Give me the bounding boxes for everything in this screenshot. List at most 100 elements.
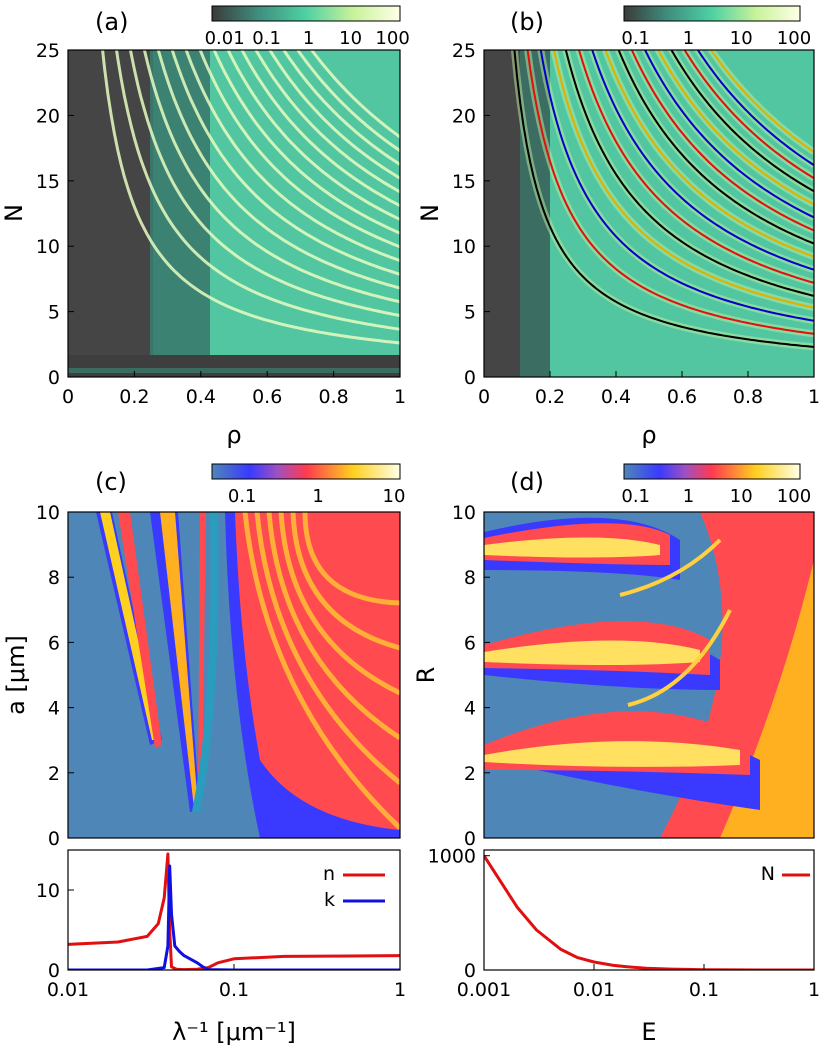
legend-k-label: k (324, 889, 335, 911)
panel-a-resonance-curve (156, 50, 400, 290)
panel-a-ytick-label: 15 (36, 171, 60, 193)
panel-a-xtick-label: 0 (62, 386, 74, 408)
panel-b-label: (b) (510, 8, 544, 36)
panel-a-resonance-curve (198, 50, 400, 249)
panel-c-sub-xtick-label: 0.01 (47, 979, 89, 1001)
panel-b-xtick-label: 0.4 (601, 386, 631, 408)
panel-a-label: (a) (95, 8, 128, 36)
panel-a-colorbar (211, 5, 401, 22)
panel-a-ytick-label: 20 (36, 105, 60, 127)
panel-a-colorbar-tick: 10 (339, 28, 362, 49)
panel-d-ytick-label: 10 (452, 502, 476, 524)
legend-n-label: n (323, 863, 335, 885)
panel-b-ytick-label: 15 (452, 171, 476, 193)
panel-a-colorbar-tick: 100 (375, 28, 409, 49)
panel-b-ytick-label: 0 (464, 367, 476, 389)
legend-N-label: N (761, 863, 775, 885)
panel-d-ytick-label: 4 (464, 698, 476, 720)
panel-b-xtick-label: 0 (478, 386, 490, 408)
panel-b-overlay-curve (552, 50, 814, 309)
panel-c-ylabel: a [μm] (2, 635, 30, 715)
panel-c-colorbar-tick: 0.1 (228, 486, 257, 507)
panel-d-colorbar (623, 463, 801, 480)
panel-c-sub-ytick-label: 10 (36, 880, 60, 902)
panel-b-xlabel: ρ (641, 421, 656, 449)
panel-a-colorbar-tick: 0.01 (205, 28, 245, 49)
panel-d-sub: 0.001 0.01 0.1 1 0 1000 N E (428, 846, 820, 1046)
panel-c-fringe (254, 512, 400, 785)
panel-c-sub-xtick-label: 0.1 (219, 979, 249, 1001)
panel-b-overlay-curve (526, 50, 814, 335)
panel-b-overlay-curve (683, 50, 814, 180)
series-k-line (68, 864, 400, 970)
panel-c-ytick-label: 4 (48, 698, 60, 720)
panel-b-ylabel: N (416, 204, 444, 222)
panel-a-heatmap (68, 50, 400, 377)
panel-b-colorbar-tick: 10 (730, 28, 753, 49)
panel-d-label: (d) (510, 468, 544, 496)
panel-c-colorbar-tick: 1 (312, 486, 323, 507)
panel-b-colorbar (623, 5, 801, 22)
panel-a-xtick-label: 0.8 (318, 386, 348, 408)
panel-b-overlay-curve (578, 50, 814, 284)
panel-d: 0 2 4 6 8 10 (d) 0.1 1 10 100 R (412, 463, 815, 850)
panel-a-resonance-curve (170, 50, 400, 276)
panel-c-sub-xlabel: λ⁻¹ [μm⁻¹] (172, 1018, 296, 1046)
panel-a-xtick-label: 0.6 (252, 386, 282, 408)
panel-a-ytick-label: 0 (48, 367, 60, 389)
panel-a-ytick-label: 10 (36, 236, 60, 258)
panel-d-ytick-label: 6 (464, 632, 476, 654)
panel-d-sub-xtick-label: 0.1 (689, 979, 719, 1001)
panel-c-ytick-label: 2 (48, 763, 60, 785)
panel-b-overlay-curve (657, 50, 814, 206)
panel-a-resonance-curve (240, 50, 400, 208)
panel-c-fringe (278, 512, 400, 696)
panel-a-resonance-curve (268, 50, 400, 180)
panel-b-heatmap (484, 50, 814, 377)
panel-d-sub-ytick-label: 0 (464, 960, 476, 982)
panel-d-colorbar-tick: 1 (683, 486, 694, 507)
panel-d-sub-xtick-label: 1 (808, 979, 820, 1001)
panel-a-xlabel: ρ (226, 421, 241, 449)
panel-b-overlay-curve (670, 50, 814, 193)
panel-b-overlay-curve (643, 50, 814, 219)
panel-a-resonance-curve (128, 50, 400, 317)
panel-c-fringe (290, 512, 400, 651)
panel-b-ytick-label: 10 (452, 236, 476, 258)
panel-c-sub-xtick-label: 1 (394, 979, 406, 1001)
panel-a-resonance-curve (115, 50, 400, 331)
panel-b-overlay-curve (696, 50, 814, 166)
panel-d-ylabel: R (412, 667, 440, 684)
series-n-line (68, 852, 400, 970)
panel-b-colorbar-tick: 0.1 (621, 28, 650, 49)
panel-a-ylabel: N (0, 204, 28, 222)
panel-b-overlay-curve (564, 50, 814, 297)
panel-a-resonance-curve (142, 50, 400, 304)
panel-b-xtick-label: 0.6 (667, 386, 697, 408)
panel-b-ytick-label: 25 (452, 40, 476, 62)
panel-d-sub-xtick-label: 0.01 (573, 979, 615, 1001)
panel-a-colorbar-tick: 1 (303, 28, 314, 49)
panel-d-colorbar-tick: 10 (730, 486, 753, 507)
panel-b-overlay-curve (539, 50, 814, 322)
panel-b-xtick-label: 0.8 (733, 386, 763, 408)
panel-a-xtick-label: 0.4 (186, 386, 216, 408)
panel-a-colorbar-tick: 0.1 (252, 28, 281, 49)
panel-a-resonance-curve (212, 50, 400, 235)
panel-b-xtick-label: 1 (808, 386, 820, 408)
panel-c: 0 2 4 6 8 10 (c) 0.1 1 10 a [μm] (2, 463, 405, 850)
panel-d-ytick-label: 0 (464, 828, 476, 850)
panel-b-overlay-curve (630, 50, 814, 232)
panel-a-resonance-curve (184, 50, 400, 263)
panel-d-colorbar-tick: 100 (777, 486, 811, 507)
panel-a-resonance-curve (101, 50, 400, 345)
panel-b-ytick-label: 5 (464, 302, 476, 324)
panel-a-xtick-label: 1 (394, 386, 406, 408)
panel-d-heatmap (484, 512, 814, 838)
panel-b-colorbar-tick: 1 (683, 28, 694, 49)
panel-b-overlay-curve (591, 50, 814, 271)
panel-b-colorbar-tick: 100 (777, 28, 811, 49)
panel-c-sub-ytick-label: 0 (48, 960, 60, 982)
